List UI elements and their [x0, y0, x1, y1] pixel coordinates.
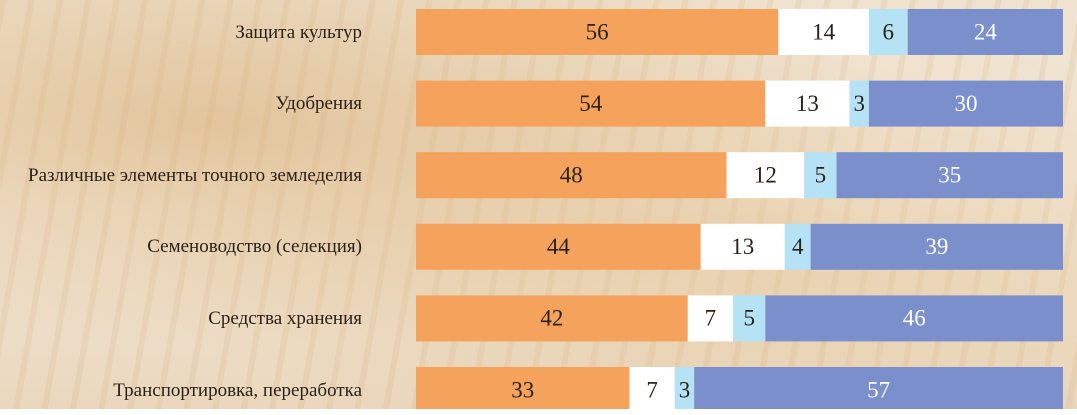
value-label: 4: [792, 234, 804, 259]
value-label: 33: [511, 377, 534, 402]
value-label: 7: [646, 377, 658, 402]
value-label: 12: [754, 162, 777, 187]
value-label: 5: [815, 162, 827, 187]
value-label: 13: [731, 234, 754, 259]
category-label: Удобрения: [8, 79, 362, 129]
value-label: 13: [796, 91, 819, 116]
value-label: 6: [883, 19, 895, 44]
category-label: Транспортировка, переработка: [8, 365, 362, 415]
value-label: 3: [853, 91, 865, 116]
value-label: 44: [547, 234, 571, 259]
value-label: 24: [974, 19, 998, 44]
plot: 5614624541333048125354413439427546337357: [0, 0, 1077, 409]
value-label: 30: [954, 91, 977, 116]
value-label: 57: [867, 377, 890, 402]
chart: 5614624541333048125354413439427546337357…: [0, 0, 1077, 409]
category-label: Средства хранения: [8, 293, 362, 343]
value-label: 5: [743, 306, 755, 331]
value-label: 46: [903, 306, 926, 331]
category-label: Различные элементы точного земледелия: [8, 150, 362, 200]
value-label: 14: [812, 19, 836, 44]
value-label: 54: [579, 91, 603, 116]
value-label: 7: [705, 306, 717, 331]
value-label: 42: [540, 306, 563, 331]
value-label: 3: [679, 377, 691, 402]
category-label: Защита культур: [8, 7, 362, 57]
category-label: Семеноводство (селекция): [8, 222, 362, 272]
value-label: 35: [938, 162, 961, 187]
value-label: 56: [586, 19, 609, 44]
value-label: 39: [925, 234, 948, 259]
value-label: 48: [560, 162, 583, 187]
